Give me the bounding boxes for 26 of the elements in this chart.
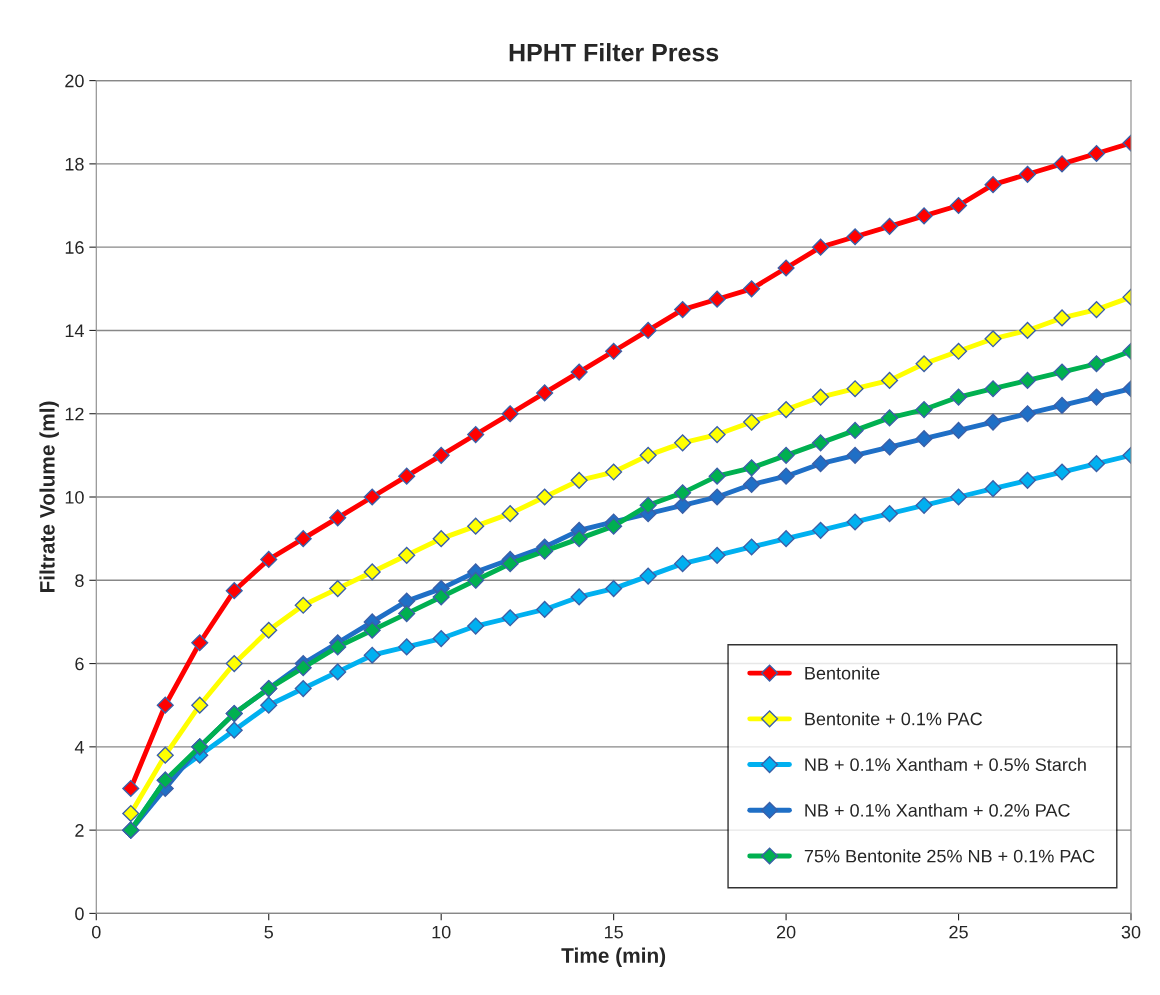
y-tick-label: 12 <box>65 407 84 421</box>
y-tick-label: 0 <box>75 907 84 921</box>
legend-label: NB + 0.1% Xantham + 0.2% PAC <box>805 803 1070 817</box>
x-tick-label: 15 <box>604 925 623 939</box>
y-tick-label: 14 <box>65 324 84 337</box>
legend-label: 75% Bentonite 25% NB + 0.1% PAC <box>804 849 1095 863</box>
y-tick-label: 2 <box>75 824 84 837</box>
y-tick-label: 6 <box>75 657 84 671</box>
y-tick-label: 20 <box>65 74 84 88</box>
chart-title: HPHT Filter Press <box>509 43 719 62</box>
y-tick-label: 8 <box>75 574 84 587</box>
x-tick-label: 10 <box>432 925 451 939</box>
x-axis-title: Time (min) <box>561 947 666 968</box>
x-tick-label: 25 <box>949 925 968 939</box>
y-tick-label: 18 <box>65 157 84 171</box>
legend-label: Bentonite + 0.1% PAC <box>805 712 983 726</box>
x-tick-label: 30 <box>1121 925 1141 939</box>
y-tick-label: 4 <box>74 740 84 754</box>
y-tick-label: 16 <box>65 241 84 254</box>
y-axis-title: Filtrate Volume (ml) <box>39 401 59 593</box>
legend-label: NB + 0.1% Xantham + 0.5% Starch <box>805 757 1086 772</box>
x-tick-label: 20 <box>776 925 796 939</box>
legend-label: Bentonite <box>805 666 880 680</box>
x-tick-label: 0 <box>91 925 101 939</box>
x-tick-label: 5 <box>264 925 273 939</box>
y-tick-label: 10 <box>65 490 84 504</box>
